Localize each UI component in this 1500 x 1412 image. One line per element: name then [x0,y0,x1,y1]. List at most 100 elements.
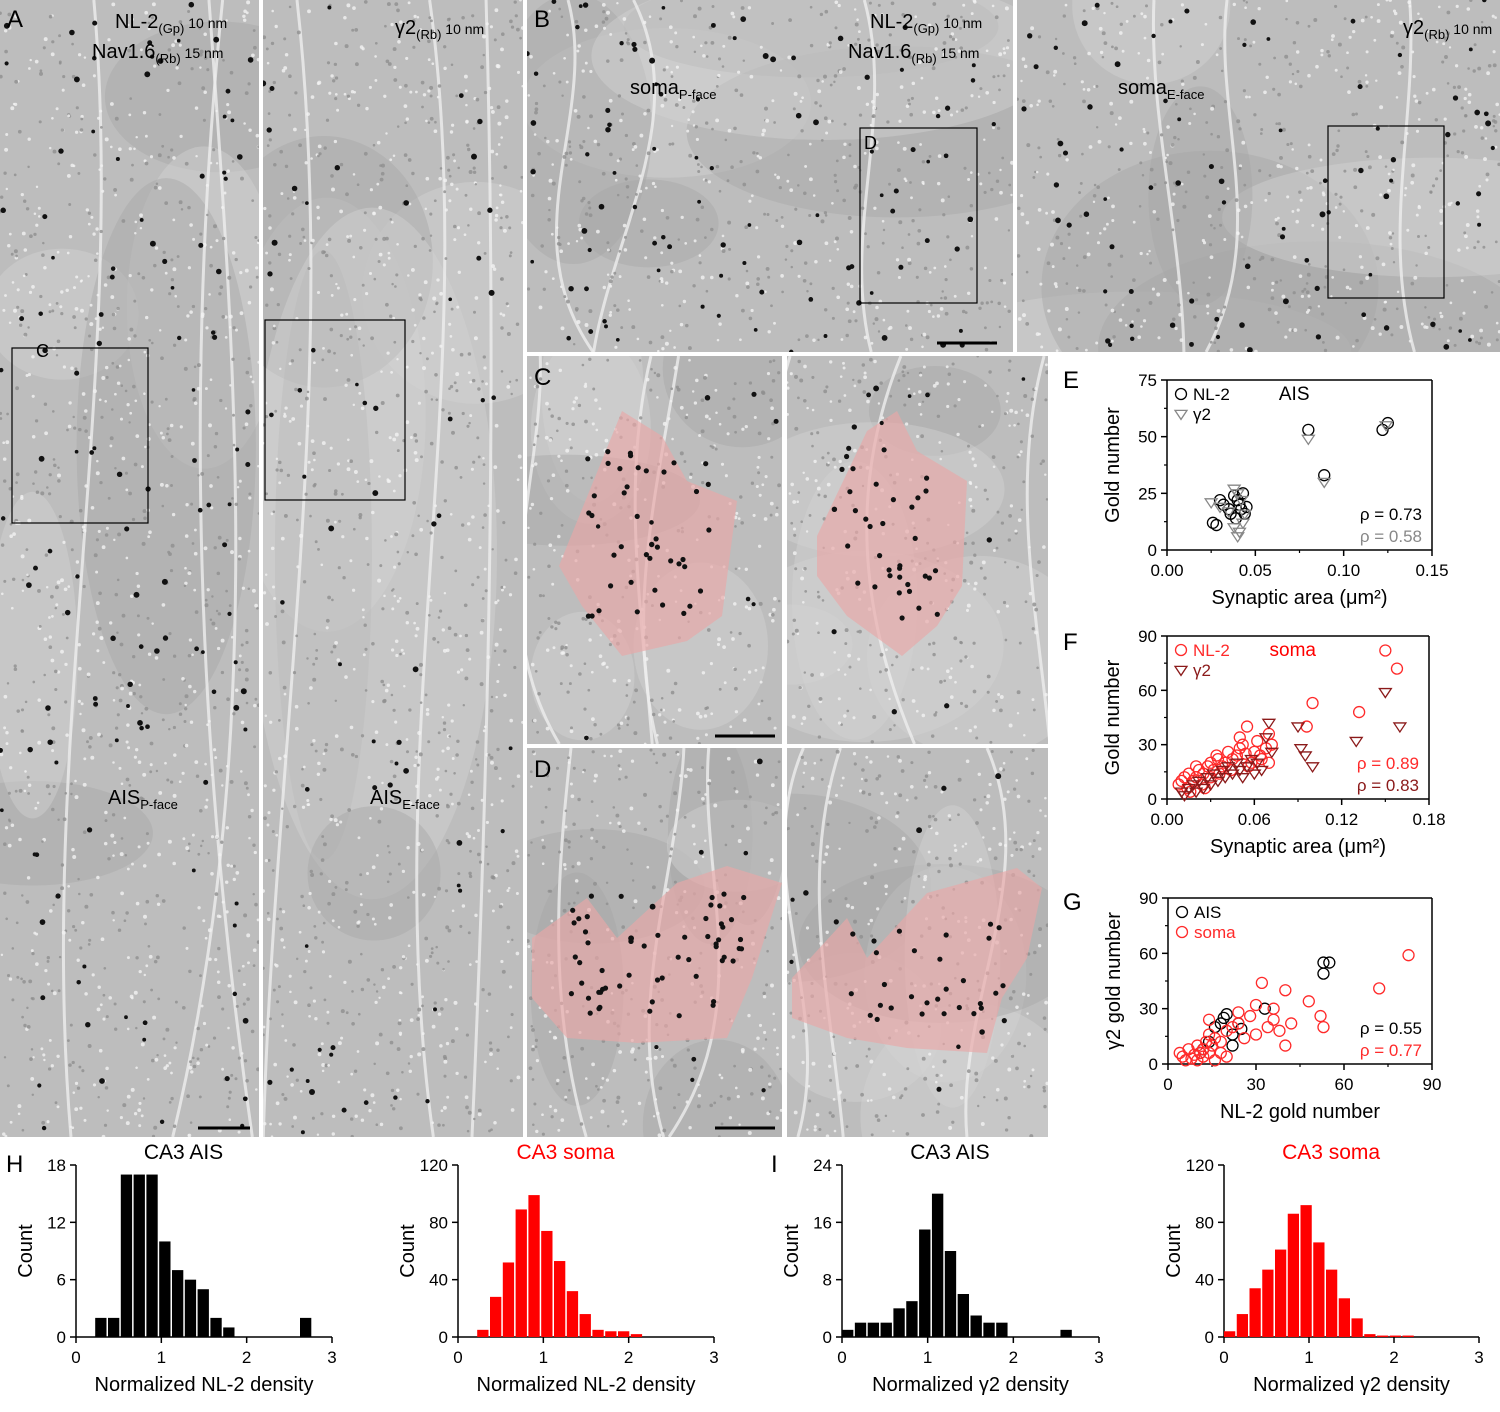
intramembrane-particle [844,394,847,397]
intramembrane-particle [2,441,5,444]
intramembrane-particle [796,500,799,503]
intramembrane-particle [399,1032,402,1035]
intramembrane-particle [862,363,865,366]
intramembrane-particle [1406,229,1409,232]
intramembrane-particle [1171,228,1174,231]
immunogold-particle [0,208,5,213]
intramembrane-particle [271,512,274,515]
intramembrane-particle [74,326,77,329]
intramembrane-particle [562,155,566,159]
intramembrane-particle [5,918,8,921]
intramembrane-particle [408,1062,410,1064]
immunogold-particle [588,329,593,334]
intramembrane-particle [167,427,170,430]
intramembrane-particle [353,910,357,914]
immunogold-particle [838,36,844,42]
intramembrane-particle [1143,128,1146,131]
intramembrane-particle [106,376,109,379]
intramembrane-particle [105,366,108,369]
intramembrane-particle [496,748,499,751]
intramembrane-particle [57,339,61,343]
intramembrane-particle [728,129,732,133]
intramembrane-particle [964,655,967,658]
intramembrane-particle [90,756,94,760]
intramembrane-particle [809,177,813,181]
intramembrane-particle [477,241,480,244]
intramembrane-particle [334,492,338,496]
intramembrane-particle [1417,235,1420,238]
intramembrane-particle [235,329,238,332]
intramembrane-particle [1352,30,1355,33]
intramembrane-particle [149,770,152,773]
intramembrane-particle [75,795,79,799]
intramembrane-particle [358,338,361,341]
intramembrane-particle [310,870,313,873]
intramembrane-particle [48,793,51,796]
intramembrane-particle [552,277,555,280]
immunogold-particle [887,573,892,578]
intramembrane-particle [748,670,751,673]
intramembrane-particle [1206,293,1210,297]
intramembrane-particle [981,424,984,427]
intramembrane-particle [537,435,540,438]
intramembrane-particle [221,639,225,643]
intramembrane-particle [935,97,938,100]
intramembrane-particle [969,729,972,732]
immunogold-particle [661,469,666,474]
intramembrane-particle [1007,39,1010,42]
intramembrane-particle [106,1109,108,1111]
immunogold-particle [530,260,534,264]
intramembrane-particle [718,57,721,60]
intramembrane-particle [168,728,170,730]
intramembrane-particle [185,162,189,166]
intramembrane-particle [588,207,591,210]
intramembrane-particle [819,697,823,701]
intramembrane-particle [173,344,176,347]
intramembrane-particle [93,389,97,393]
intramembrane-particle [502,970,506,974]
intramembrane-particle [480,631,484,635]
intramembrane-particle [1033,708,1036,711]
intramembrane-particle [164,762,167,765]
immunogold-particle [201,650,205,654]
intramembrane-particle [827,483,831,487]
intramembrane-particle [1330,295,1332,297]
intramembrane-particle [1082,289,1086,293]
intramembrane-particle [299,534,303,538]
intramembrane-particle [135,748,138,751]
intramembrane-particle [1133,15,1136,18]
intramembrane-particle [794,567,797,570]
immunogold-particle [892,709,897,714]
intramembrane-particle [511,1108,515,1112]
intramembrane-particle [465,634,468,637]
immunogold-particle [1222,200,1226,204]
intramembrane-particle [1268,192,1271,195]
intramembrane-particle [1391,31,1395,35]
intramembrane-particle [1244,205,1248,209]
intramembrane-particle [354,325,357,328]
intramembrane-particle [810,673,814,677]
intramembrane-particle [563,295,566,298]
intramembrane-particle [746,285,750,289]
intramembrane-particle [189,223,193,227]
intramembrane-particle [246,371,250,375]
intramembrane-particle [1046,173,1049,176]
intramembrane-particle [1468,101,1472,105]
intramembrane-particle [191,653,194,656]
intramembrane-particle [142,542,146,546]
intramembrane-particle [1307,74,1311,78]
intramembrane-particle [1022,480,1025,483]
immunogold-particle [111,266,116,271]
intramembrane-particle [754,416,757,419]
intramembrane-particle [58,989,61,992]
intramembrane-particle [467,1130,470,1133]
intramembrane-particle [112,919,114,921]
intramembrane-particle [483,463,486,466]
intramembrane-particle [541,1113,544,1116]
intramembrane-particle [1047,309,1050,312]
immunogold-particle [216,269,222,275]
intramembrane-particle [1249,44,1252,47]
intramembrane-particle [229,384,231,386]
intramembrane-particle [219,285,223,289]
intramembrane-particle [304,129,306,131]
